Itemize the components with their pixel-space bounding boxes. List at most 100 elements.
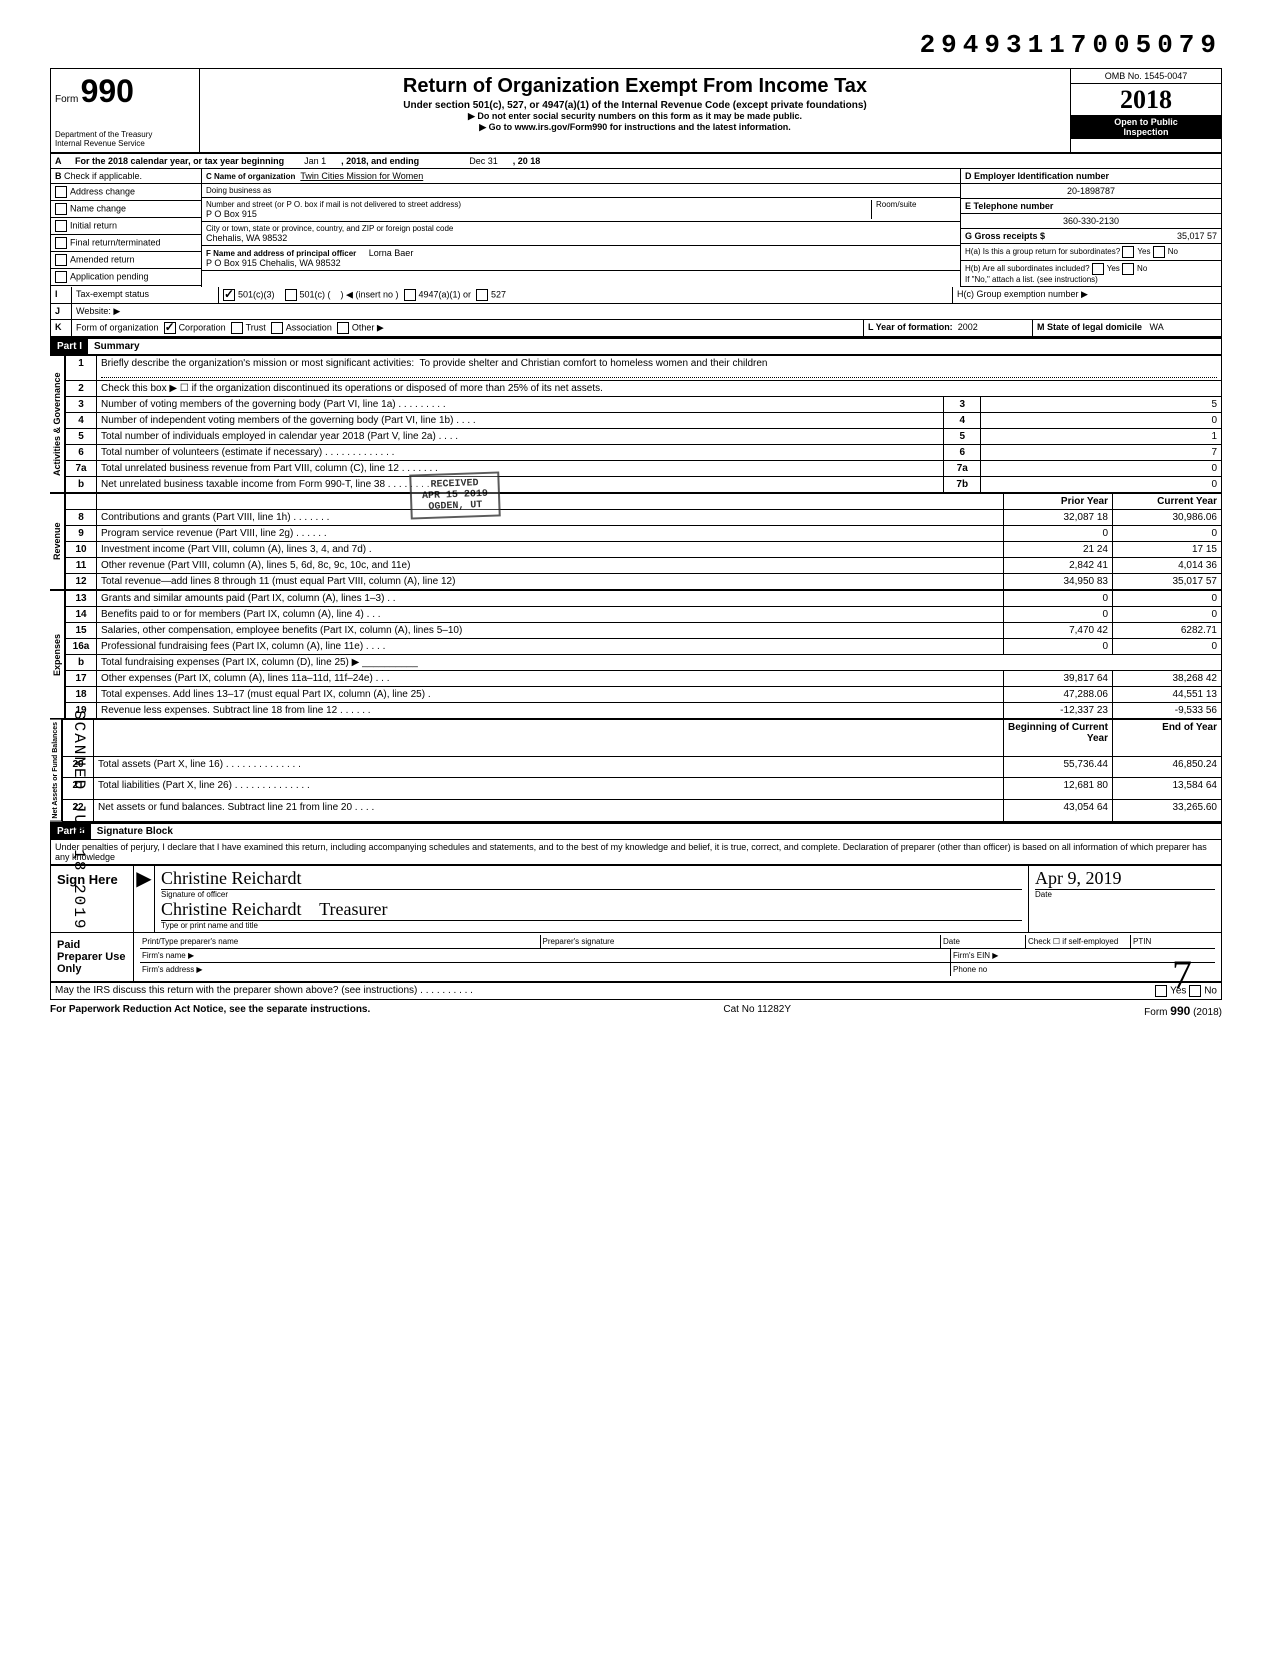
- H-note: If "No," attach a list. (see instruction…: [965, 275, 1098, 284]
- corner-mark: 7: [1172, 951, 1192, 998]
- e15c: 6282.71: [1113, 623, 1222, 639]
- open-public-1: Open to Public: [1073, 117, 1219, 127]
- cb-hb-no[interactable]: [1122, 263, 1134, 275]
- form-990: 990: [81, 73, 134, 109]
- cb-trust[interactable]: [231, 322, 243, 334]
- l1-text: Briefly describe the organization's miss…: [101, 358, 414, 369]
- r12n: 12: [66, 574, 97, 590]
- l1-val: To provide shelter and Christian comfort…: [420, 358, 768, 369]
- e19c: -9,533 56: [1113, 703, 1222, 719]
- e15n: 15: [66, 623, 97, 639]
- footer-mid: Cat No 11282Y: [723, 1004, 791, 1018]
- e17c: 38,268 42: [1113, 671, 1222, 687]
- cb-initial[interactable]: [55, 220, 67, 232]
- cb-hb-yes[interactable]: [1092, 263, 1104, 275]
- b-opt-1: Name change: [70, 203, 126, 213]
- cb-4947[interactable]: [404, 289, 416, 301]
- firm-addr-label: Firm's address ▶: [140, 963, 950, 976]
- r9t: Program service revenue (Part VIII, line…: [97, 526, 1004, 542]
- k-corp: Corporation: [179, 322, 226, 332]
- cb-discuss-yes[interactable]: [1155, 985, 1167, 997]
- cb-corp[interactable]: [164, 322, 176, 334]
- document-number: 29493117005079: [50, 30, 1222, 60]
- cb-amended[interactable]: [55, 254, 67, 266]
- signature-block: Sign Here ▶ Christine Reichardt Signatur…: [50, 865, 1222, 983]
- lineA-mid: , 2018, and ending: [341, 156, 419, 166]
- i-527: 527: [491, 289, 506, 299]
- hdr-end: End of Year: [1113, 720, 1222, 757]
- cb-name-change[interactable]: [55, 203, 67, 215]
- i-501c: 501(c) (: [300, 289, 331, 299]
- lineA-begin: Jan 1: [304, 156, 326, 166]
- i-insert: ◀ (insert no ): [346, 289, 398, 299]
- b-opt-2: Initial return: [70, 220, 117, 230]
- n21p: 12,681 80: [1004, 778, 1113, 800]
- e17n: 17: [66, 671, 97, 687]
- ptin-label: PTIN: [1130, 935, 1215, 948]
- sig-date: Apr 9, 2019: [1035, 868, 1215, 890]
- r8n: 8: [66, 510, 97, 526]
- l6v: 7: [981, 445, 1222, 461]
- date-label: Date: [1035, 890, 1215, 899]
- e13n: 13: [66, 591, 97, 607]
- G-label: G Gross receipts $: [965, 231, 1045, 241]
- prep-name-label: Print/Type preparer's name: [140, 935, 540, 948]
- n21t: Total liabilities (Part X, line 26) . . …: [94, 778, 1004, 800]
- cb-pending[interactable]: [55, 271, 67, 283]
- e16ap: 0: [1004, 639, 1113, 655]
- e14t: Benefits paid to or for members (Part IX…: [97, 607, 1004, 623]
- cb-assoc[interactable]: [271, 322, 283, 334]
- r9p: 0: [1004, 526, 1113, 542]
- cb-other[interactable]: [337, 322, 349, 334]
- cb-final[interactable]: [55, 237, 67, 249]
- M-val: WA: [1150, 322, 1164, 332]
- cb-ha-no[interactable]: [1153, 246, 1165, 258]
- paid-preparer-label: Paid Preparer Use Only: [51, 933, 133, 981]
- r8t: Contributions and grants (Part VIII, lin…: [97, 510, 1004, 526]
- city-label: City or town, state or province, country…: [206, 224, 956, 233]
- governance-table: 1 Briefly describe the organization's mi…: [65, 355, 1222, 493]
- l7av: 0: [981, 461, 1222, 477]
- e13c: 0: [1113, 591, 1222, 607]
- l5: Total number of individuals employed in …: [97, 429, 944, 445]
- E-label: E Telephone number: [961, 199, 1221, 214]
- cb-ha-yes[interactable]: [1122, 246, 1134, 258]
- prep-sig-label: Preparer's signature: [540, 935, 941, 948]
- sig-title: Treasurer: [319, 899, 387, 919]
- Hb: H(b) Are all subordinates included?: [965, 264, 1090, 273]
- D-label: D Employer Identification number: [961, 169, 1221, 184]
- r10c: 17 15: [1113, 542, 1222, 558]
- M-label: M State of legal domicile: [1037, 322, 1142, 332]
- r12t: Total revenue—add lines 8 through 11 (mu…: [97, 574, 1004, 590]
- org-name: Twin Cities Mission for Women: [300, 171, 423, 181]
- form-subtitle: Under section 501(c), 527, or 4947(a)(1)…: [204, 100, 1066, 111]
- cb-501c[interactable]: [285, 289, 297, 301]
- b-opt-4: Amended return: [70, 254, 135, 264]
- netassets-table: Beginning of Current Year End of Year 20…: [62, 719, 1222, 822]
- hb-no: No: [1137, 264, 1147, 273]
- cb-501c3[interactable]: [223, 289, 235, 301]
- e13p: 0: [1004, 591, 1113, 607]
- check-self: Check ☐ if self-employed: [1025, 935, 1130, 948]
- e18c: 44,551 13: [1113, 687, 1222, 703]
- officer-addr: P O Box 915 Chehalis, WA 98532: [206, 258, 341, 268]
- irs-discuss: May the IRS discuss this return with the…: [55, 985, 1155, 997]
- footer-right: Form 990 (2018): [1144, 1004, 1222, 1018]
- sign-here-label: Sign Here: [51, 866, 133, 932]
- vlabel-expenses: Expenses: [50, 590, 65, 719]
- e14c: 0: [1113, 607, 1222, 623]
- r9c: 0: [1113, 526, 1222, 542]
- prep-date-label: Date: [940, 935, 1025, 948]
- cb-527[interactable]: [476, 289, 488, 301]
- sig-hand-1: Christine Reichardt: [161, 868, 301, 888]
- r10t: Investment income (Part VIII, column (A)…: [97, 542, 1004, 558]
- n22c: 33,265.60: [1113, 799, 1222, 821]
- Ha: H(a) Is this a group return for subordin…: [965, 247, 1120, 256]
- e18t: Total expenses. Add lines 13–17 (must eq…: [97, 687, 1004, 703]
- form-note1: ▶ Do not enter social security numbers o…: [204, 111, 1066, 122]
- r11n: 11: [66, 558, 97, 574]
- l3: Number of voting members of the governin…: [97, 397, 944, 413]
- n22p: 43,054 64: [1004, 799, 1113, 821]
- e16bn: b: [66, 655, 97, 671]
- cb-addr-change[interactable]: [55, 186, 67, 198]
